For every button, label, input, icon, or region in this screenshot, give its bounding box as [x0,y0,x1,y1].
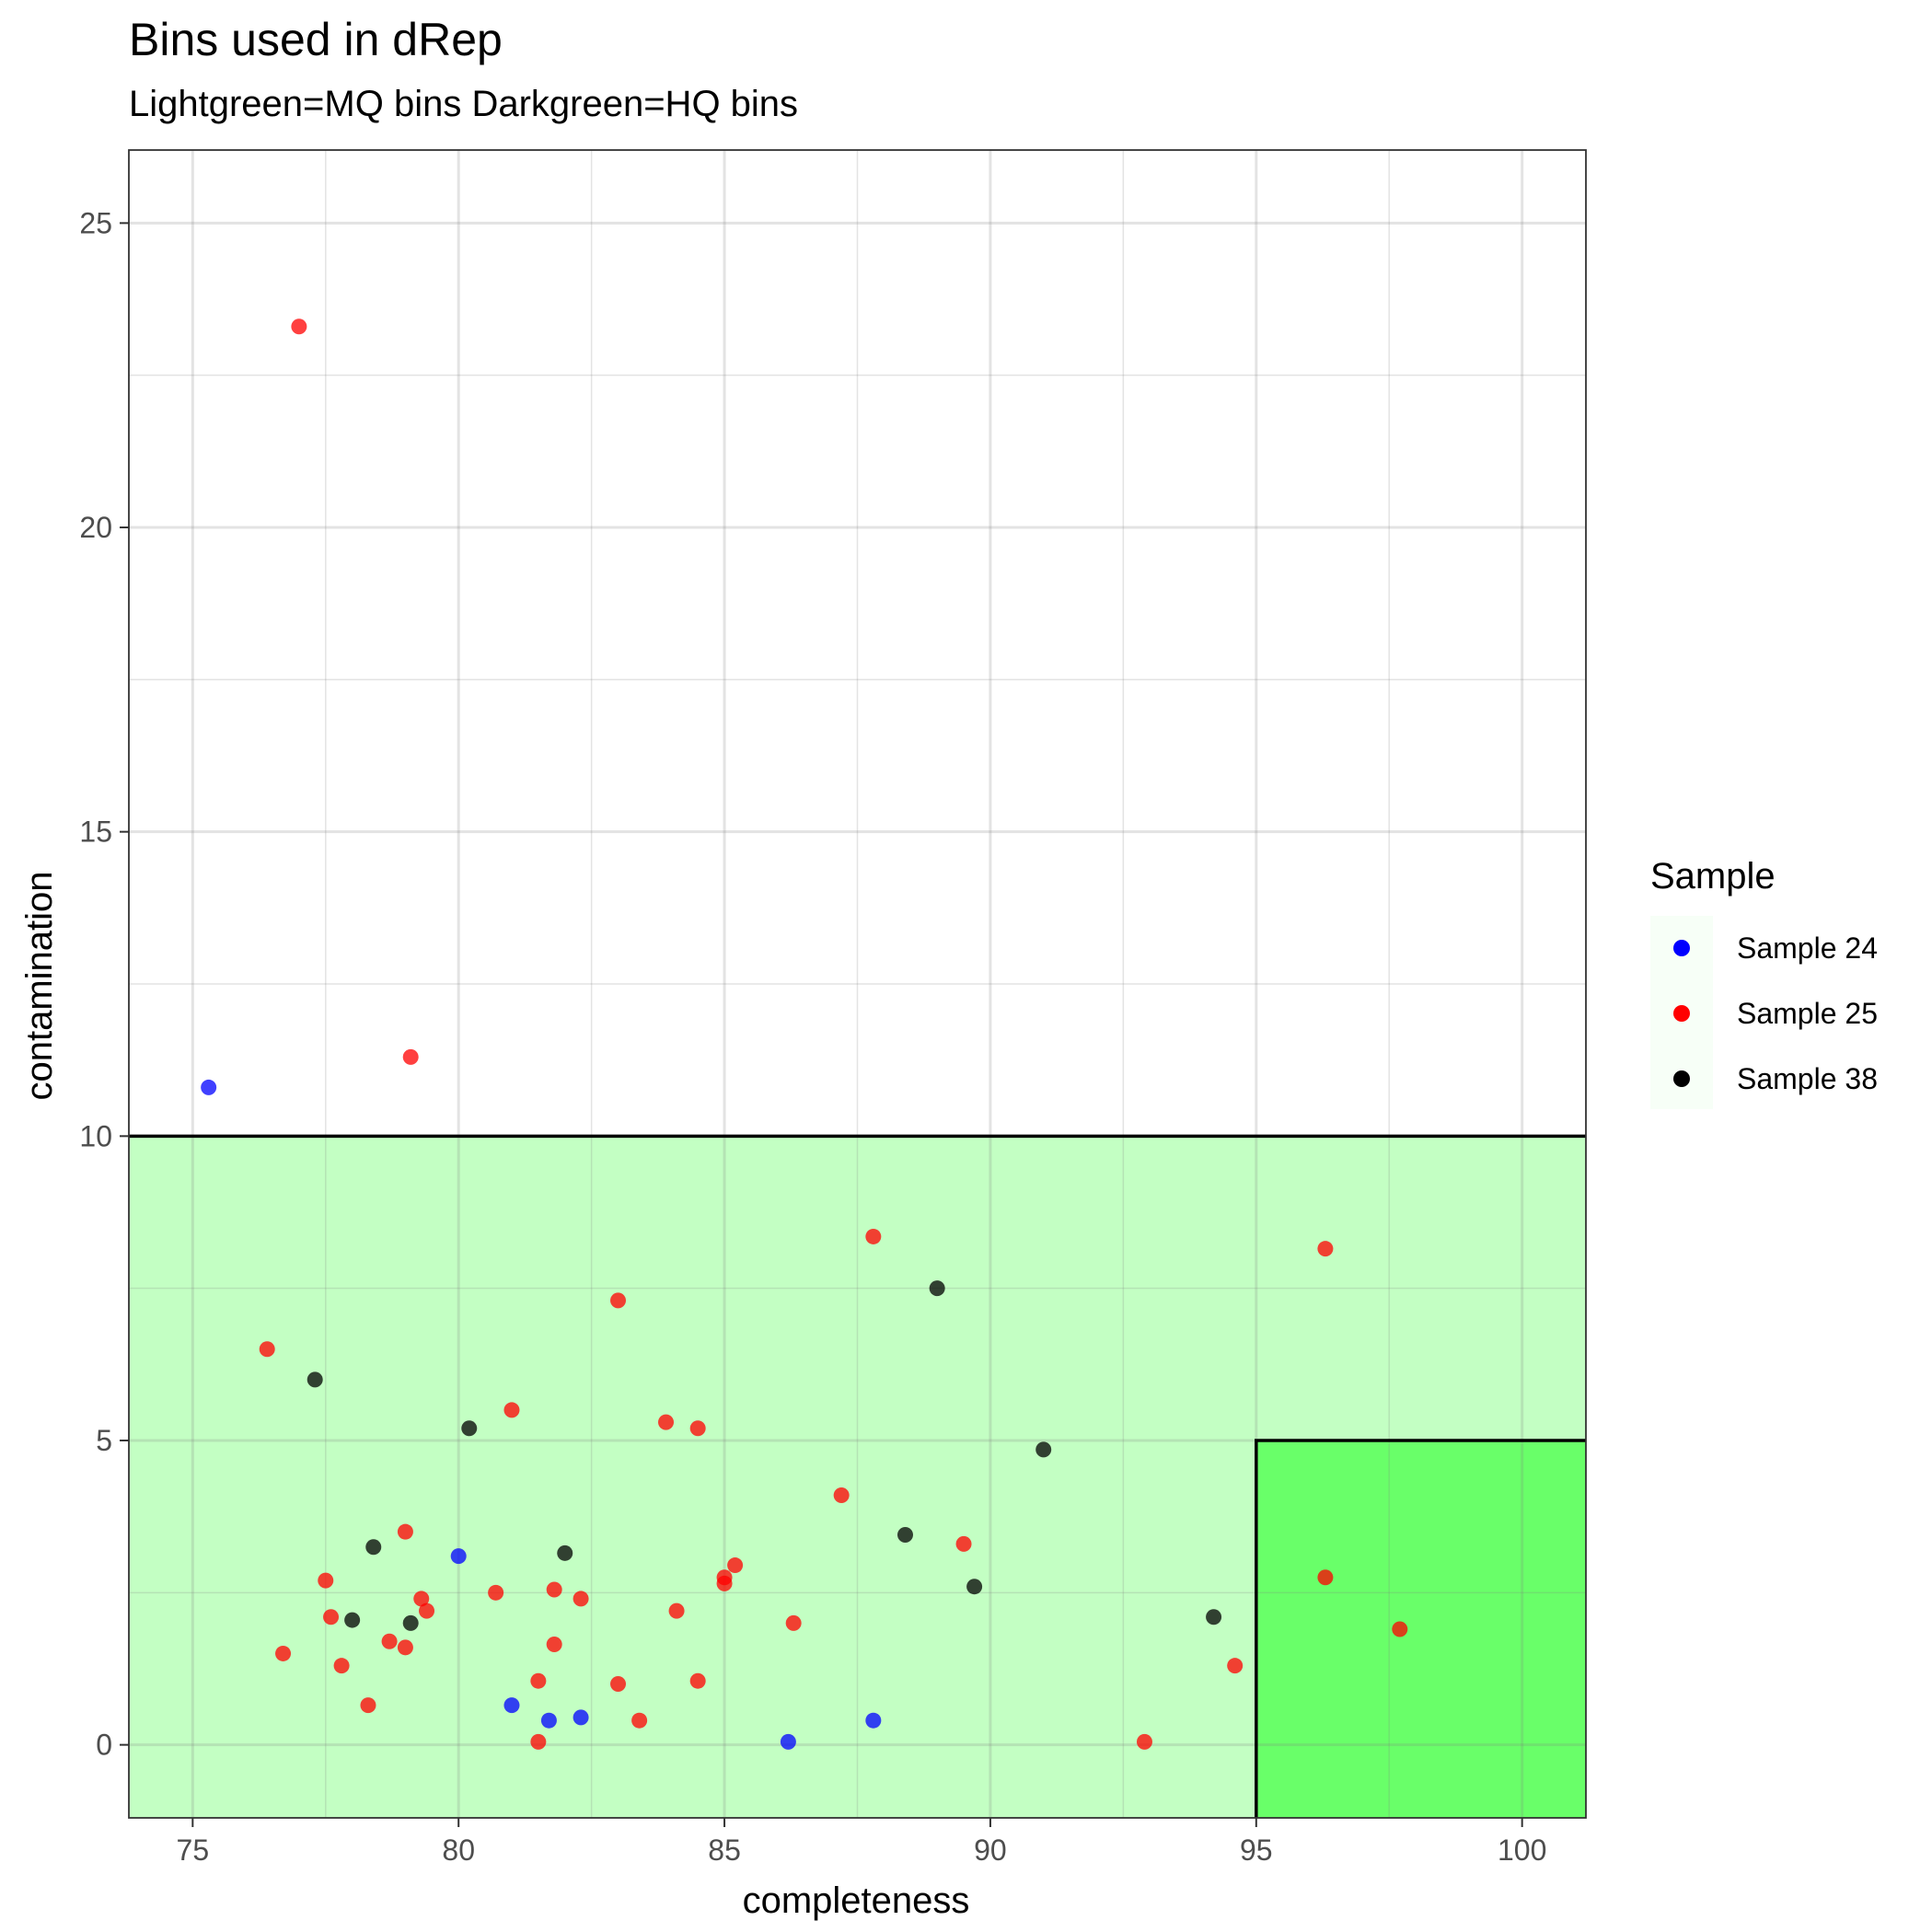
point-sample-24 [573,1709,589,1726]
y-axis-title: contamination [19,871,60,1100]
legend-key-sample-25 [1673,1005,1690,1022]
point-sample-25 [610,1676,627,1693]
x-tick-label: 95 [1240,1834,1273,1867]
legend-label-sample-24: Sample 24 [1737,931,1878,965]
point-sample-25 [1317,1569,1334,1586]
y-tick-label: 10 [79,1119,112,1152]
point-sample-25 [727,1557,744,1574]
point-sample-25 [631,1712,648,1729]
point-sample-38 [344,1612,361,1628]
y-tick-label: 0 [96,1729,112,1762]
legend: Sample Sample 24 Sample 25 Sample 38 [1650,856,1878,1109]
point-sample-25 [333,1658,350,1674]
point-sample-25 [546,1581,562,1598]
point-sample-38 [1206,1609,1222,1625]
point-sample-25 [546,1637,562,1653]
point-sample-25 [716,1569,733,1586]
point-sample-25 [573,1591,589,1607]
point-sample-25 [658,1414,675,1430]
data-points [201,318,1408,1750]
point-sample-25 [318,1572,334,1589]
point-sample-25 [488,1584,504,1601]
point-sample-25 [360,1697,376,1714]
point-sample-25 [323,1609,340,1625]
y-tick-label: 15 [79,816,112,849]
point-sample-24 [201,1079,217,1095]
point-sample-38 [929,1280,945,1297]
point-sample-38 [557,1544,573,1561]
point-sample-25 [689,1420,706,1437]
point-sample-25 [833,1487,850,1504]
y-tick-label: 25 [79,206,112,239]
point-sample-38 [307,1371,323,1388]
point-sample-38 [402,1614,419,1631]
y-axis: 0 5 10 15 20 25 [79,206,129,1762]
point-sample-25 [865,1228,882,1244]
legend-key-sample-38 [1673,1070,1690,1087]
point-sample-25 [503,1402,520,1418]
legend-label-sample-25: Sample 25 [1737,997,1878,1030]
hq-region-border [1255,1439,1586,1818]
point-sample-24 [503,1697,520,1714]
point-sample-25 [610,1292,627,1309]
point-sample-25 [402,1048,419,1065]
y-tick-label: 5 [96,1424,112,1457]
legend-title: Sample [1650,856,1776,897]
point-sample-24 [780,1733,796,1750]
point-sample-25 [955,1535,972,1552]
x-tick-label: 85 [708,1834,741,1867]
point-sample-25 [275,1645,292,1661]
point-sample-25 [413,1591,430,1607]
legend-label-sample-38: Sample 38 [1737,1062,1878,1095]
y-tick-label: 20 [79,511,112,544]
point-sample-24 [540,1712,557,1729]
point-sample-38 [966,1579,983,1595]
x-tick-label: 90 [974,1834,1007,1867]
legend-key-sample-24 [1673,940,1690,956]
point-sample-38 [461,1420,478,1437]
region-borders [129,1134,1586,1818]
chart-title: Bins used in dRep [129,14,503,65]
point-sample-25 [397,1523,413,1540]
x-tick-label: 100 [1498,1834,1546,1867]
x-tick-label: 75 [177,1834,210,1867]
chart-subtitle: Lightgreen=MQ bins Darkgreen=HQ bins [129,84,798,124]
hq-region [1255,1440,1586,1818]
point-sample-25 [1227,1658,1244,1674]
point-sample-25 [530,1733,547,1750]
x-axis: 75 80 85 90 95 100 [177,1818,1546,1867]
point-sample-25 [1136,1733,1152,1750]
point-sample-24 [450,1548,467,1565]
point-sample-25 [419,1602,435,1619]
point-sample-25 [1392,1621,1408,1637]
point-sample-38 [365,1539,382,1556]
point-sample-25 [291,318,307,335]
point-sample-38 [897,1526,913,1543]
point-sample-24 [865,1712,882,1729]
point-sample-25 [381,1633,398,1649]
point-sample-25 [259,1341,275,1358]
point-sample-25 [1317,1241,1334,1257]
x-axis-title: completeness [743,1880,970,1921]
plot-panel-border [128,149,1587,1819]
point-sample-25 [668,1602,685,1619]
point-sample-25 [689,1672,706,1689]
x-tick-label: 80 [442,1834,475,1867]
point-sample-25 [785,1614,802,1631]
point-sample-25 [397,1639,413,1656]
point-sample-25 [530,1672,547,1689]
point-sample-38 [1035,1441,1052,1458]
